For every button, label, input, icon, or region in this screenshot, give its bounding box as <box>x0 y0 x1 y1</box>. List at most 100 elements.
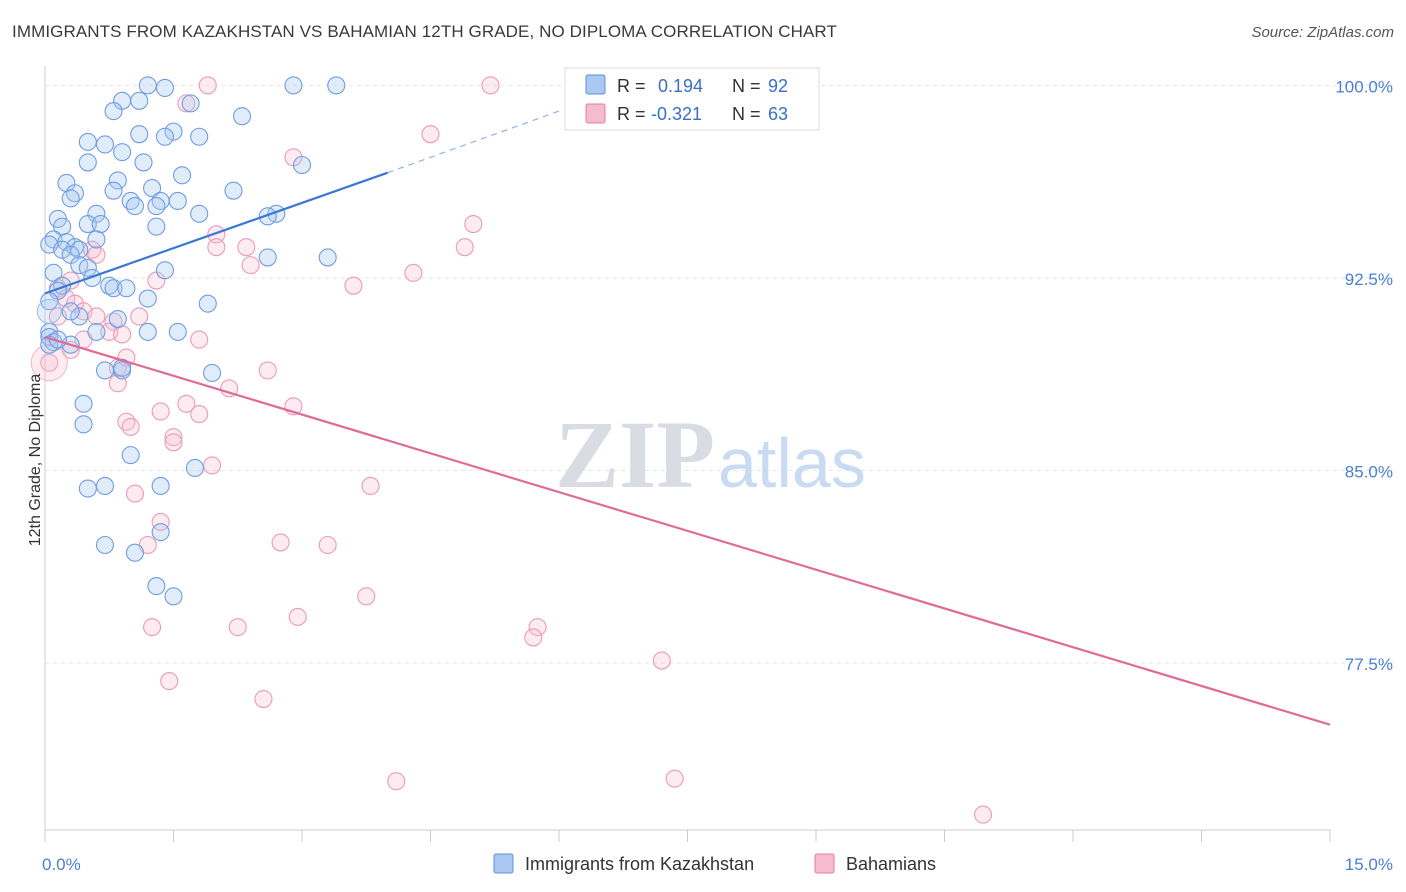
point-bahamians <box>973 805 993 824</box>
point-kazakhstan <box>108 171 127 190</box>
point-kazakhstan <box>78 258 97 277</box>
watermark-atlas: atlas <box>718 424 866 502</box>
point-kazakhstan <box>258 248 277 267</box>
axes <box>44 66 1331 842</box>
point-bahamians <box>87 245 106 264</box>
point-kazakhstan <box>83 268 102 288</box>
point-kazakhstan <box>91 215 110 234</box>
point-kazakhstan <box>164 122 183 141</box>
point-bahamians <box>130 307 149 326</box>
point-kazakhstan <box>130 125 149 144</box>
point-kazakhstan <box>113 143 132 162</box>
x-tick-label: 15.0% <box>1345 855 1393 874</box>
point-bahamians <box>528 618 547 637</box>
point-kazakhstan-cluster <box>36 298 62 324</box>
point-kazakhstan <box>74 394 93 413</box>
point-kazakhstan <box>138 76 157 95</box>
point-kazakhstan <box>48 330 67 349</box>
point-bahamians <box>177 94 196 113</box>
point-bahamians <box>203 456 222 475</box>
point-kazakhstan <box>190 204 209 223</box>
point-kazakhstan <box>181 94 200 113</box>
point-kazakhstan <box>143 179 162 198</box>
point-bahamians <box>404 263 423 282</box>
stats-n-value: 92 <box>768 76 788 96</box>
point-kazakhstan <box>87 322 106 341</box>
point-bahamians <box>113 325 132 344</box>
point-kazakhstan <box>173 166 192 185</box>
point-kazakhstan <box>125 543 144 562</box>
chart-source: Source: ZipAtlas.com <box>1251 24 1394 41</box>
x-tick-label: 0.0% <box>42 855 81 874</box>
point-kazakhstan <box>198 294 217 313</box>
legend-swatch-kazakhstan <box>493 853 514 874</box>
point-bahamians <box>455 238 474 257</box>
point-kazakhstan <box>70 240 89 259</box>
point-bahamians <box>164 428 183 447</box>
point-kazakhstan <box>151 523 170 542</box>
point-bahamians <box>387 772 406 791</box>
y-tick-labels: 100.0% 92.5% 85.0% 77.5% <box>1335 77 1393 674</box>
point-kazakhstan <box>190 127 209 146</box>
point-bahamians <box>524 628 543 647</box>
point-bahamians <box>241 256 260 275</box>
point-kazakhstan <box>95 135 115 154</box>
stats-swatch-pink <box>585 103 606 124</box>
stats-r-value: -0.321 <box>651 104 702 124</box>
legend-swatch-bahamians <box>814 853 835 874</box>
point-kazakhstan <box>138 289 157 308</box>
point-kazakhstan <box>78 132 97 151</box>
point-kazakhstan <box>318 248 337 267</box>
point-kazakhstan <box>78 215 97 234</box>
stats-n-label: N = <box>732 104 761 124</box>
point-kazakhstan <box>203 363 222 383</box>
y-tick-label: 85.0% <box>1345 463 1393 482</box>
point-kazakhstan <box>130 91 149 110</box>
point-bahamians <box>421 125 440 144</box>
y-tick-label: 92.5% <box>1345 270 1393 289</box>
point-kazakhstan <box>61 189 80 208</box>
point-bahamians <box>125 484 144 503</box>
stats-n-label: N = <box>732 76 761 96</box>
legend-label-kazakhstan: Immigrants from Kazakhstan <box>525 854 754 874</box>
stats-swatch-blue <box>585 74 606 95</box>
point-kazakhstan <box>104 279 123 298</box>
point-bahamians <box>357 587 376 606</box>
point-kazakhstan <box>147 577 166 596</box>
point-kazakhstan <box>292 155 312 175</box>
point-kazakhstan <box>74 415 93 434</box>
point-kazakhstan <box>232 107 252 126</box>
point-bahamians <box>665 769 684 788</box>
point-bahamians <box>652 651 671 670</box>
point-bahamians <box>481 76 500 95</box>
y-axis-label: 12th Grade, No Diploma <box>27 374 44 547</box>
point-kazakhstan <box>155 127 174 146</box>
point-kazakhstan <box>108 310 127 329</box>
point-bahamians <box>228 618 247 637</box>
point-bahamians <box>40 353 59 372</box>
point-kazakhstan <box>134 153 153 172</box>
series-kazakhstan <box>36 76 346 606</box>
stats-r-label: R = <box>617 76 646 96</box>
point-bahamians <box>271 533 290 552</box>
point-kazakhstan <box>87 230 106 249</box>
legend: Immigrants from Kazakhstan Bahamians <box>493 853 936 874</box>
stats-r-label: R = <box>617 104 646 124</box>
point-kazakhstan <box>61 302 80 321</box>
point-bahamians <box>254 690 273 709</box>
point-bahamians <box>237 238 256 257</box>
point-kazakhstan <box>78 153 97 172</box>
point-kazakhstan <box>327 76 346 95</box>
legend-label-bahamians: Bahamians <box>846 854 936 874</box>
point-kazakhstan <box>185 458 204 478</box>
point-bahamians <box>190 405 209 424</box>
point-bahamians <box>258 361 277 380</box>
point-bahamians <box>344 276 363 295</box>
point-bahamians <box>160 672 179 691</box>
point-bahamians <box>151 402 170 421</box>
point-kazakhstan <box>121 446 140 465</box>
trend-line-bahamians <box>44 335 1331 726</box>
point-kazakhstan <box>70 307 89 326</box>
stats-r-value: 0.194 <box>658 76 703 96</box>
